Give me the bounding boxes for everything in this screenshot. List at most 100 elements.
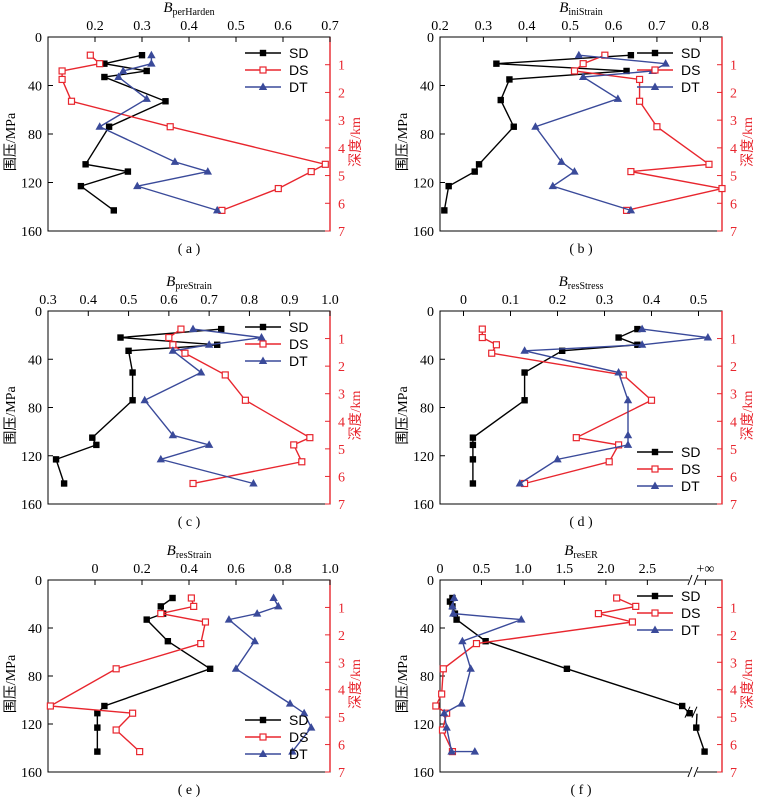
y-tick-label: 40 [420, 622, 434, 637]
depth-tick-label: 2 [730, 360, 737, 375]
data-point [517, 615, 526, 623]
legend-label: SD [289, 319, 308, 335]
legend-label: DS [681, 605, 700, 621]
data-point [515, 478, 525, 487]
series-line [572, 54, 723, 212]
data-point [703, 333, 713, 341]
x-tick-label: 0.6 [160, 293, 178, 308]
data-point [203, 167, 212, 175]
data-point [626, 205, 636, 214]
data-point [578, 72, 588, 81]
series-dt [140, 324, 266, 487]
data-point [493, 60, 500, 67]
series-line [55, 328, 222, 484]
x-tick-label: 2.5 [639, 562, 657, 577]
data-point [432, 702, 440, 710]
data-point [143, 67, 150, 75]
legend-marker [651, 592, 659, 600]
x-tick-label: 0.4 [643, 293, 661, 308]
data-point [446, 598, 454, 605]
series-sd [441, 51, 635, 214]
chart-title: BresER [564, 543, 598, 561]
series-line [98, 55, 218, 212]
y-tick-label: 0 [427, 31, 434, 46]
depth-tick-label: 2 [338, 86, 345, 101]
legend-marker [259, 66, 267, 74]
data-point [133, 181, 142, 190]
depth-tick-label: 3 [338, 388, 345, 403]
x-tick-label: 0.6 [605, 19, 623, 34]
data-point [112, 726, 120, 734]
data-point [224, 615, 234, 623]
legend-marker [651, 609, 659, 617]
data-point [438, 690, 446, 698]
depth-tick-label: 2 [338, 360, 345, 375]
series-dt [439, 593, 526, 755]
depth-tick-label: 1 [338, 59, 345, 74]
data-point [628, 618, 637, 626]
data-point [614, 441, 623, 449]
data-point [285, 699, 295, 707]
chart-panel-e: 0 0.2 0.4 0.6 0.8 1.0 0 40 80 120 160 1 2 3 4 5 6 7 BresSt… [4, 543, 364, 798]
data-point [472, 639, 481, 648]
data-point [196, 368, 206, 376]
plot-frame [47, 310, 331, 505]
depth-tick-label: 7 [730, 498, 737, 513]
chart-panel-d: 0 0.1 0.2 0.3 0.4 0.5 0 40 80 120 160 1 2 3 4 5 6 7 BresSt… [396, 274, 756, 530]
plot-frame [439, 579, 723, 773]
data-point [623, 67, 630, 75]
legend-marker [259, 716, 267, 724]
depth-tick-label: 4 [338, 684, 345, 699]
depth-tick-label: 7 [338, 498, 345, 513]
data-point [453, 616, 460, 623]
data-point [114, 72, 123, 81]
y-tick-label: 80 [28, 670, 42, 685]
data-point [274, 601, 283, 610]
legend-marker [651, 448, 659, 456]
data-point [156, 454, 165, 463]
x-tick-label: 1.5 [556, 562, 574, 577]
x-tick-label: 0.2 [133, 562, 151, 577]
data-point [553, 454, 562, 463]
data-point [605, 458, 613, 466]
chart-panel-f: 0 0.5 1.0 1.5 2.0 2.5 +∞ 0 40 80 120 160 1 2 3 4 5 6 7 Bres… [396, 543, 756, 798]
x-tick-label: 0.3 [475, 19, 493, 34]
y-tick-label: 80 [420, 402, 434, 417]
data-point [478, 333, 486, 342]
axis-break-mark [693, 574, 699, 586]
depth-axis-label: 深度/km [348, 659, 364, 709]
legend-label: SD [289, 45, 308, 61]
data-point [510, 123, 517, 130]
depth-tick-label: 4 [730, 684, 737, 699]
y-tick-label: 160 [21, 498, 42, 513]
series-sd [52, 325, 225, 487]
data-point [548, 181, 557, 190]
y-tick-label: 120 [413, 718, 434, 733]
data-point [117, 334, 124, 341]
depth-tick-label: 3 [730, 656, 737, 671]
x-tick-label: 1.0 [321, 562, 339, 577]
data-point [531, 122, 540, 130]
data-point [441, 207, 448, 214]
data-point [307, 167, 315, 176]
series-line [472, 328, 638, 484]
data-point [274, 184, 282, 193]
legend-label: DT [289, 79, 308, 95]
axis-break-mask [688, 574, 697, 586]
data-point [119, 66, 128, 74]
data-point [570, 67, 579, 75]
data-point [637, 340, 647, 348]
series-ds [478, 325, 656, 488]
data-point [101, 73, 108, 81]
data-point [250, 636, 259, 645]
x-tick-label: 0.1 [502, 293, 520, 308]
data-point [478, 325, 486, 333]
depth-axis-label: 深度/km [740, 391, 756, 441]
y-axis-label: 围压/MPa [396, 112, 411, 171]
axis-break-mark [687, 766, 693, 778]
series-sd [94, 594, 214, 755]
chart-panel-a: 0.2 0.3 0.4 0.5 0.6 0.7 0 40 80 120 160 1 2 3 4 5 6 7 Bper… [4, 0, 364, 257]
data-point [157, 609, 165, 618]
